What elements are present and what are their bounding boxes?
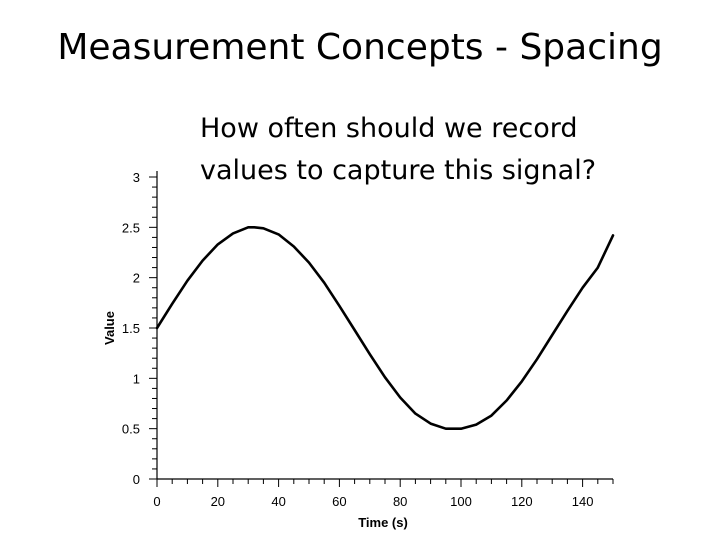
x-tick-label: 140 xyxy=(572,494,594,509)
y-tick-label: 1 xyxy=(133,371,140,386)
x-tick-label: 80 xyxy=(393,494,407,509)
question-line-1: How often should we record xyxy=(200,113,578,144)
y-tick-label: 1.5 xyxy=(122,321,140,336)
y-tick-label: 3 xyxy=(133,170,140,185)
question-line-2: values to capture this signal? xyxy=(200,155,597,186)
x-tick-label: 0 xyxy=(153,494,160,509)
y-tick-label: 0.5 xyxy=(122,422,140,437)
y-tick-label: 2.5 xyxy=(122,220,140,235)
x-tick-label: 20 xyxy=(211,494,225,509)
y-tick-label: 2 xyxy=(133,271,140,286)
signal-line xyxy=(155,226,615,430)
x-tick-label: 100 xyxy=(450,494,472,509)
y-axis-title: Value xyxy=(102,311,117,345)
chart-ticks xyxy=(149,176,614,487)
slide-title: Measurement Concepts - Spacing xyxy=(57,27,663,68)
question-text: How often should we record values to cap… xyxy=(190,108,650,192)
y-tick-label: 0 xyxy=(133,472,140,487)
chart-axes xyxy=(156,171,613,480)
x-axis-title: Time (s) xyxy=(358,515,408,530)
chart-tick-labels: 0 0.5 1 1.5 2 2.5 3 0 20 40 60 80 100 120 140 xyxy=(122,170,594,509)
x-tick-label: 60 xyxy=(332,494,346,509)
x-tick-label: 40 xyxy=(271,494,285,509)
chart-series xyxy=(155,226,615,430)
x-tick-label: 120 xyxy=(511,494,533,509)
